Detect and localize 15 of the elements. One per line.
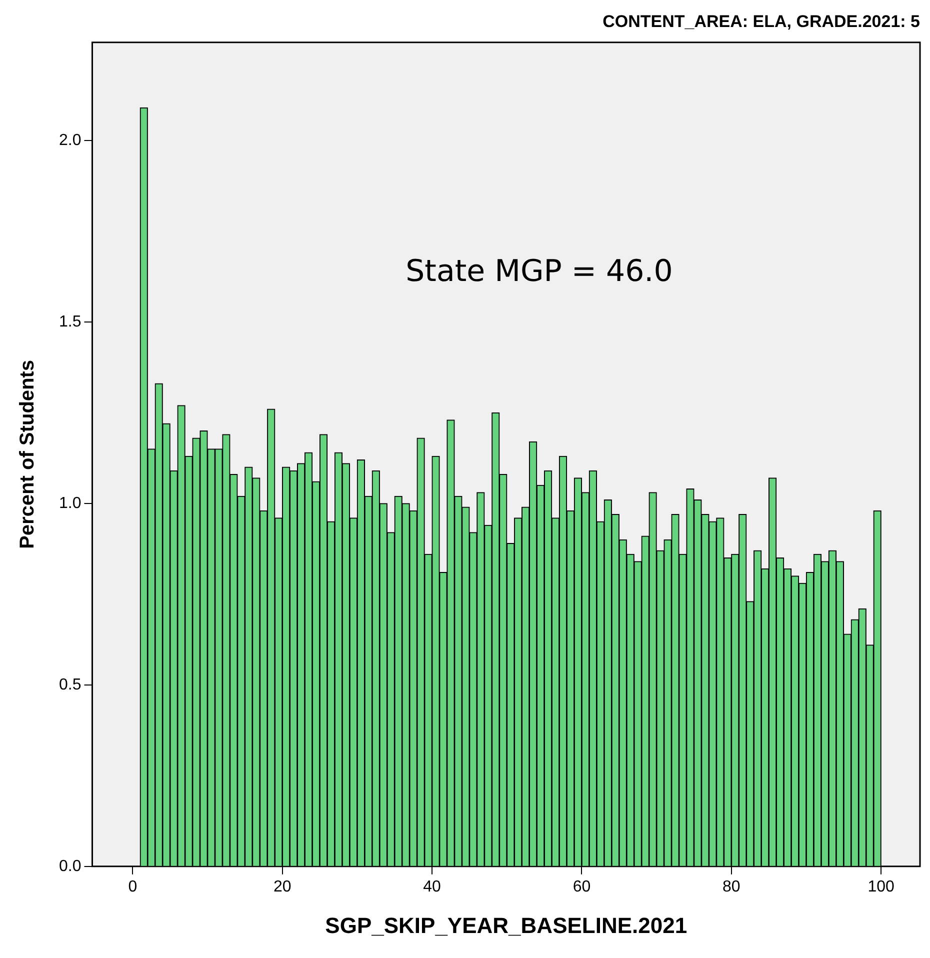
x-tick-label: 0 [128,878,138,896]
x-axis-title: SGP_SKIP_YEAR_BASELINE.2021 [325,912,688,938]
x-tick-label: 80 [722,878,740,896]
x-tick-label: 40 [423,878,442,896]
y-tick-label: 1.0 [58,494,82,512]
x-tick-label: 100 [868,878,895,896]
y-axis-title: Percent of Students [16,360,39,549]
y-tick-label: 0.0 [58,858,82,875]
annotation: State MGP = 46.0 [406,254,673,289]
y-tick-label: 0.5 [58,676,82,694]
x-tick-label: 20 [273,878,292,896]
chart-title: CONTENT_AREA: ELA, GRADE.2021: 5 [602,12,920,31]
x-tick-label: 60 [572,878,591,896]
y-tick-label: 1.5 [58,313,82,330]
y-tick-label: 2.0 [58,132,82,149]
